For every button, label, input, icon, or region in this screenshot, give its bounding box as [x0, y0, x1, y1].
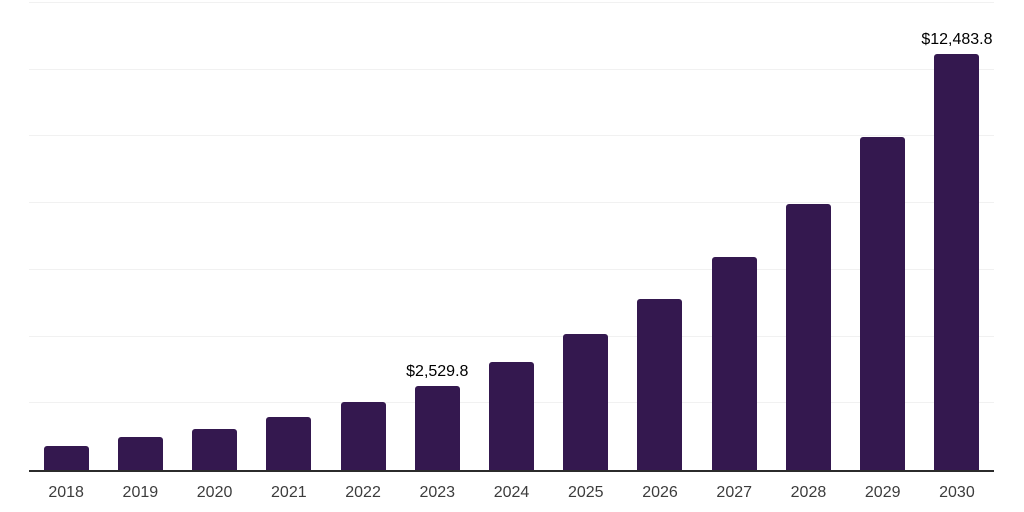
bar-2020 [192, 428, 238, 470]
gridline-10000 [29, 135, 994, 137]
bar-2023 [414, 385, 460, 470]
bar-slot-2030: $12,483.8 [920, 3, 994, 470]
x-tick-2020: 2020 [196, 484, 233, 501]
x-tick-2022: 2022 [345, 484, 381, 501]
bar-slot-2027 [697, 3, 771, 470]
bar-2018 [43, 445, 89, 470]
x-axis-line [29, 470, 994, 472]
bar-slot-2025 [549, 3, 623, 470]
data-label-2023: $2,529.8 [406, 362, 469, 380]
bar-2024 [489, 361, 535, 470]
x-axis-tick-labels: 2018 2019 2020 2021 2022 2023 2024 2025 2026 2027… [29, 484, 994, 501]
x-tick-2024: 2024 [493, 484, 530, 501]
x-tick-2026: 2026 [642, 484, 678, 501]
x-tick-2030: 2030 [939, 484, 975, 501]
data-label-2030: $12,483.8 [921, 30, 993, 48]
bar-slot-2023: $2,529.8 [400, 3, 474, 470]
gridline-12000 [29, 68, 994, 70]
gridline-4000 [29, 335, 994, 337]
bar-2030 [934, 53, 980, 470]
gridline-6000 [29, 268, 994, 270]
bar-2019 [117, 437, 163, 470]
plot-area: $2,529.8 $12,483.8 [29, 2, 994, 472]
bar-2021 [266, 417, 312, 470]
bar-slot-2026 [623, 3, 697, 470]
bar-slot-2022 [326, 3, 400, 470]
bar-2022 [340, 402, 386, 470]
bar-2029 [860, 136, 906, 470]
gridline-8000 [29, 202, 994, 204]
x-tick-2027: 2027 [716, 484, 753, 501]
gridline-14000 [29, 2, 994, 3]
bar-2026 [637, 298, 683, 470]
bar-slot-2029 [846, 3, 920, 470]
bar-2025 [563, 334, 609, 470]
x-tick-2021: 2021 [271, 484, 307, 501]
bar-slot-2019 [103, 3, 177, 470]
bar-slot-2024 [474, 3, 548, 470]
bar-slot-2021 [252, 3, 326, 470]
x-tick-2029: 2029 [864, 484, 901, 501]
bar-slot-2018 [29, 3, 103, 470]
x-tick-2019: 2019 [122, 484, 159, 501]
x-tick-2028: 2028 [790, 484, 827, 501]
bar-2027 [711, 257, 757, 470]
x-tick-2025: 2025 [567, 484, 604, 501]
x-tick-2023: 2023 [419, 484, 456, 501]
bar-2028 [785, 203, 831, 470]
bars-container: $2,529.8 $12,483.8 [29, 3, 994, 470]
bar-slot-2028 [771, 3, 845, 470]
bar-slot-2020 [177, 3, 251, 470]
x-tick-2018: 2018 [48, 484, 84, 501]
